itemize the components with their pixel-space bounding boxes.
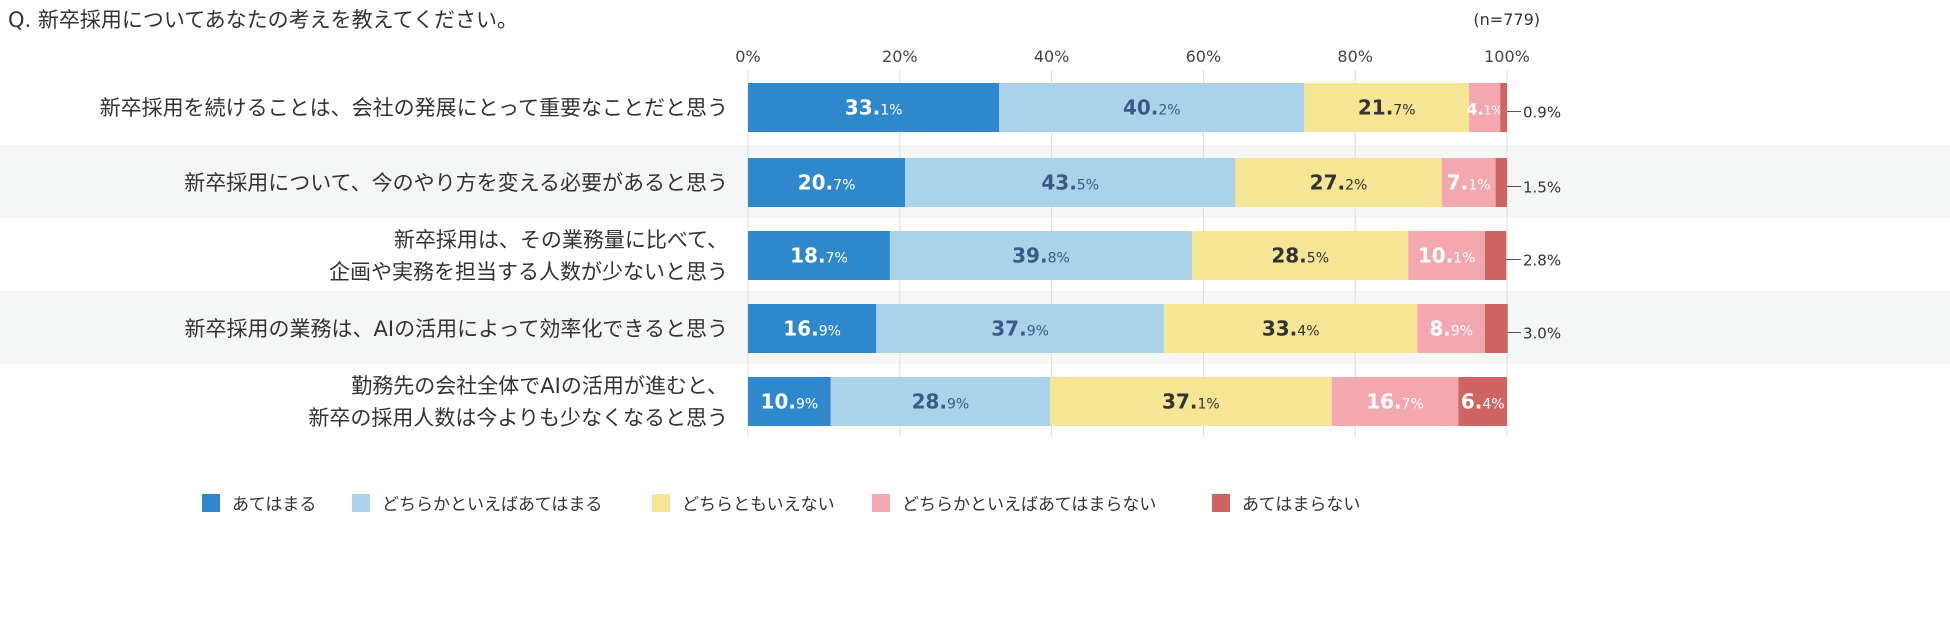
bar-segment [1331,377,1459,426]
data-label: 16.9% [783,317,841,341]
data-label: 7.1% [1447,171,1491,195]
data-label: 20.7% [798,171,856,195]
legend-item: あてはまる [202,490,316,515]
category-label: 新卒採用を続けることは、会社の発展にとって重要なことだと思う [99,95,728,120]
bar-segment [1050,377,1332,426]
data-label: 10.9% [761,390,819,414]
legend-swatch [1212,493,1230,512]
legend-item: どちらかといえばあてはまる [352,490,602,515]
bar-segment [1417,304,1485,353]
bar-segment [999,83,1305,132]
legend-label: どちらかといえばあてはまらない [902,495,1157,515]
bar-segment [748,231,890,280]
data-label: 28.9% [912,390,970,414]
bar-segment [1304,83,1470,132]
category-label: 新卒採用の業務は、AIの活用によって効率化できると思う [184,316,728,341]
legend-swatch [872,493,890,512]
data-label: 10.1% [1418,244,1476,268]
bar-segment [748,304,877,353]
data-label: 33.1% [845,96,903,120]
data-label: 1.5% [1523,179,1561,197]
x-tick-label: 0% [735,47,760,66]
bar-segment [1408,231,1485,280]
chart-title: Q. 新卒採用についてあなたの考えを教えてください。 [8,8,518,32]
legend-item: どちらともいえない [652,490,835,515]
legend-swatch [352,493,370,512]
legend-label: どちらともいえない [682,495,835,515]
bar-segment [1441,158,1496,207]
bar-segment [830,377,1051,426]
bar-segment [1163,304,1418,353]
bar-segment [1458,377,1507,426]
sample-size: (n=779) [1473,10,1540,29]
data-label: 37.9% [991,317,1049,341]
bar-segment [1484,231,1507,280]
legend-swatch [202,493,220,512]
bar-segment [748,377,831,426]
x-tick-label: 60% [1186,47,1222,66]
bar-segment [748,158,906,207]
category-label: 勤務先の会社全体でAIの活用が進むと、 新卒の採用人数は今よりも少なくなると思う [308,373,728,430]
x-tick-label: 80% [1337,47,1373,66]
legend-label: あてはまらない [1242,495,1361,515]
data-label: 6.4% [1461,390,1505,414]
data-label: 8.9% [1429,317,1473,341]
bar-segment [1235,158,1442,207]
data-label: 0.9% [1523,104,1561,122]
data-label: 18.7% [790,244,848,268]
legend-label: あてはまる [232,495,317,515]
x-tick-label: 100% [1484,47,1530,66]
bar-segment [905,158,1236,207]
data-label: 3.0% [1523,325,1561,343]
data-label: 43.5% [1041,171,1099,195]
category-label: 新卒採用は、その業務量に比べて、 企画や実務を担当する人数が少ないと思う [329,227,728,284]
bar-segment [1469,83,1501,132]
bar-segment [1192,231,1409,280]
category-label: 新卒採用について、今のやり方を変える必要があると思う [184,170,728,195]
data-label: 28.5% [1271,244,1329,268]
bar-segment [1484,304,1508,353]
legend-label: どちらかといえばあてはまる [382,495,603,515]
data-label: 39.8% [1012,244,1070,268]
data-label: 4.1% [1466,100,1502,119]
legend-item: あてはまらない [1212,490,1360,515]
data-label: 21.7% [1358,96,1416,120]
legend-swatch [652,493,670,512]
bar-segment [1500,83,1507,132]
x-tick-label: 40% [1034,47,1070,66]
data-label: 27.2% [1310,171,1368,195]
bar-segment [748,83,1000,132]
bar-segment [889,231,1193,280]
data-label: 37.1% [1162,390,1220,414]
legend-item: どちらかといえばあてはまらない [872,490,1156,515]
x-tick-label: 20% [882,47,918,66]
data-label: 16.7% [1366,390,1424,414]
bar-segment [1495,158,1507,207]
bar-segment [876,304,1164,353]
data-label: 33.4% [1262,317,1320,341]
data-label: 40.2% [1123,96,1181,120]
data-label: 2.8% [1523,252,1561,270]
